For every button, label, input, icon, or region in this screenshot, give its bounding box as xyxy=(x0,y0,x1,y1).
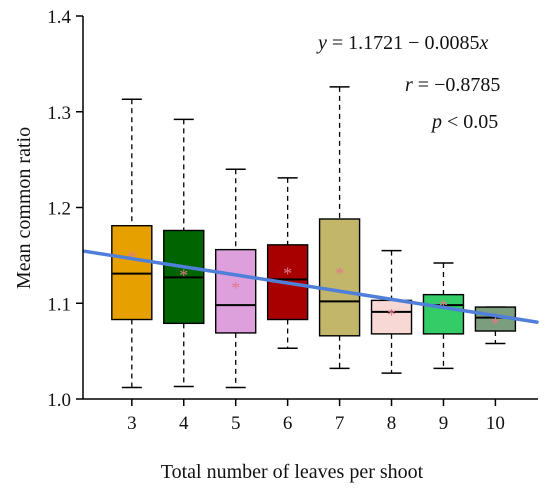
y-tick-label: 1.1 xyxy=(47,294,71,315)
mean-marker: * xyxy=(179,266,188,286)
mean-marker: * xyxy=(283,264,292,284)
x-tick-label: 9 xyxy=(439,413,449,434)
mean-marker: * xyxy=(491,313,500,333)
x-tick-label: 4 xyxy=(179,413,189,434)
box-9 xyxy=(422,293,465,335)
mean-marker: * xyxy=(231,278,240,298)
x-tick-label: 3 xyxy=(127,413,137,434)
box-5 xyxy=(215,248,257,334)
y-tick-label: 1.3 xyxy=(47,103,71,124)
box-8 xyxy=(370,299,413,335)
x-tick-label: 6 xyxy=(283,413,293,434)
x-tick-label: 8 xyxy=(387,413,397,434)
x-tick-label: 5 xyxy=(231,413,241,434)
annotation-block: y = 1.1721 − 0.0085x r = −0.8785 p < 0.0… xyxy=(316,32,500,133)
equation-annotation: y = 1.1721 − 0.0085x xyxy=(316,32,488,54)
regression-line xyxy=(83,249,539,324)
x-tick-label: 7 xyxy=(335,413,345,434)
y-tick-label: 1.0 xyxy=(47,390,71,411)
mean-marker: * xyxy=(335,264,344,284)
mean-marker: * xyxy=(387,305,396,325)
x-axis-label: Total number of leaves per shoot xyxy=(161,461,424,483)
y-tick-label: 1.2 xyxy=(47,199,71,220)
p-annotation: p < 0.05 xyxy=(430,111,498,133)
y-axis-label: Mean common ratio xyxy=(13,127,35,289)
x-tick-label: 10 xyxy=(486,413,505,434)
r-annotation: r = −0.8785 xyxy=(405,74,500,96)
y-tick-label: 1.4 xyxy=(47,7,71,28)
box-7 xyxy=(318,218,361,337)
